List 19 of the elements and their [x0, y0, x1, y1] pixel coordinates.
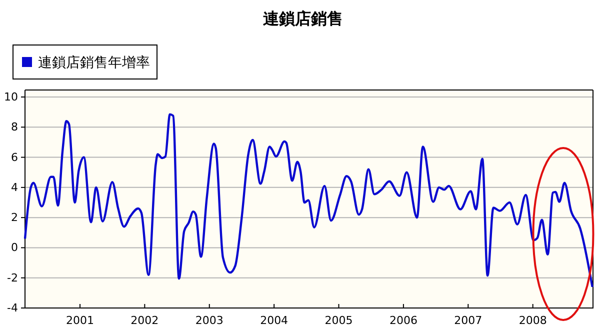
line-series	[24, 113, 594, 288]
x-tick-label: 2003	[195, 314, 224, 328]
y-tick-label: 4	[11, 180, 18, 194]
y-tick-label: -2	[7, 271, 18, 284]
x-tick-label: 2001	[66, 314, 94, 328]
y-tick-label: 8	[11, 120, 18, 134]
x-tick-label: 2002	[130, 314, 159, 328]
y-tick-label: -4	[7, 302, 18, 315]
x-tick-label: 2006	[389, 314, 418, 328]
y-tick-label: 10	[4, 90, 18, 104]
y-tick-label: 2	[11, 211, 18, 224]
x-tick-label: 2008	[518, 314, 547, 328]
y-tick-label: 6	[11, 150, 18, 164]
x-tick-label: 2007	[454, 314, 482, 328]
x-tick-label: 2004	[260, 314, 288, 328]
x-tick-label: 2005	[324, 314, 353, 328]
chart-title: 連鎖店銷售	[263, 9, 343, 28]
legend-label: 連鎖店銷售年增率	[38, 55, 150, 71]
y-tick-label: 0	[11, 241, 18, 254]
